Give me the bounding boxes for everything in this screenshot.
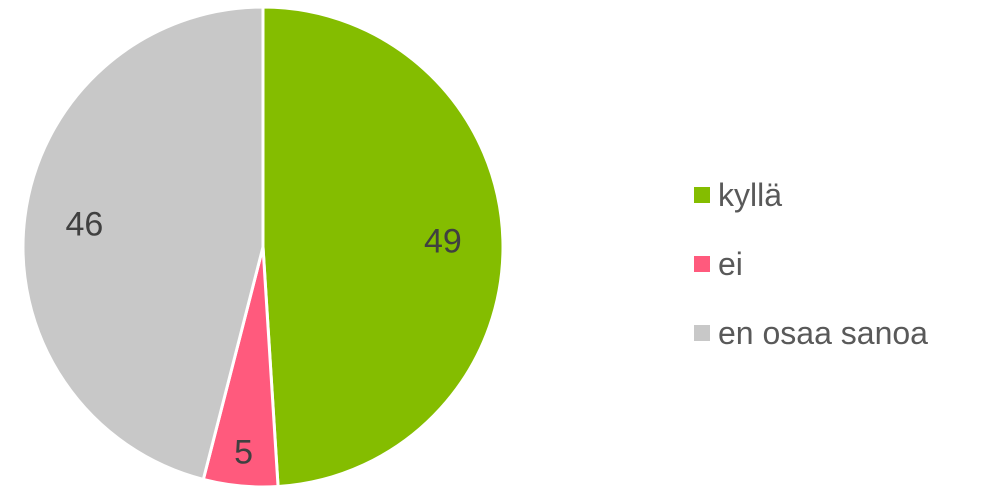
legend-item-kyllä: kyllä [694,160,928,229]
legend-swatch [694,186,710,203]
legend: kyllä ei en osaa sanoa [694,160,928,367]
data-label-ei: 5 [234,433,253,471]
legend-item-en-osaa-sanoa: en osaa sanoa [694,298,928,367]
pie-slice-kyllä [261,5,505,486]
pie-slice-en-osaa-sanoa [21,5,265,482]
legend-swatch [694,324,710,341]
legend-label: ei [718,245,743,282]
legend-item-ei: ei [694,229,928,298]
legend-label: kyllä [718,176,783,213]
legend-label: en osaa sanoa [718,314,928,351]
data-label-kyllä: 49 [424,222,462,260]
pie-slices [21,5,505,486]
data-label-en-osaa-sanoa: 46 [66,205,104,243]
pie-data-labels: 49 5 46 [66,205,462,471]
legend-swatch [694,255,710,272]
